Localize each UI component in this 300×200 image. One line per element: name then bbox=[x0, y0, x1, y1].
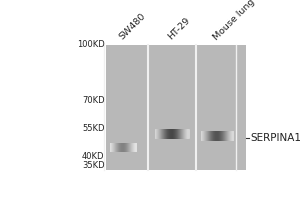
Text: Mouse lung: Mouse lung bbox=[211, 0, 256, 42]
Bar bbox=[106, 45, 246, 170]
Text: HT-29: HT-29 bbox=[166, 16, 192, 42]
Text: 35KD: 35KD bbox=[82, 161, 104, 170]
Text: SW480: SW480 bbox=[117, 12, 147, 42]
Text: 40KD: 40KD bbox=[82, 152, 104, 161]
Text: SERPINA1: SERPINA1 bbox=[250, 133, 300, 143]
Text: 55KD: 55KD bbox=[82, 124, 104, 133]
Text: 70KD: 70KD bbox=[82, 96, 104, 105]
Text: 100KD: 100KD bbox=[77, 40, 104, 49]
